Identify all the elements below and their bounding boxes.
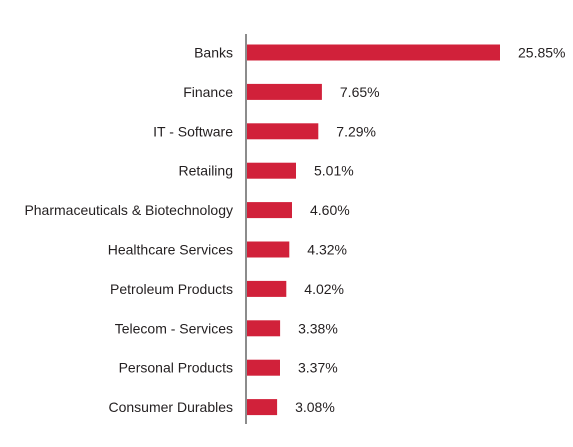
value-label-1: 7.65% [340,84,380,100]
category-label-1: Finance [183,84,233,100]
bar-0 [247,44,500,61]
category-label-7: Telecom - Services [115,320,233,336]
category-label-5: Healthcare Services [108,242,233,258]
bar-3 [247,162,296,179]
bar-7 [247,320,281,337]
category-label-0: Banks [194,45,233,61]
bar-8 [247,359,280,376]
category-label-2: IT - Software [153,123,233,139]
bar-5 [247,241,290,258]
bar-9 [247,399,278,416]
value-label-9: 3.08% [295,399,335,415]
category-label-3: Retailing [179,163,233,179]
value-label-6: 4.02% [304,281,344,297]
value-label-8: 3.37% [298,360,338,376]
category-label-4: Pharmaceuticals & Biotechnology [24,202,233,218]
category-label-9: Consumer Durables [109,399,234,415]
value-label-4: 4.60% [310,202,350,218]
value-label-7: 3.38% [298,320,338,336]
value-label-3: 5.01% [314,163,354,179]
value-label-2: 7.29% [336,123,376,139]
labels-layer: Banks 25.85% Finance 7.65% IT - Software 7.29… [24,45,565,416]
bars-layer [247,44,500,416]
value-label-5: 4.32% [307,242,347,258]
value-label-0: 25.85% [518,45,565,61]
bar-4 [247,202,292,219]
bar-6 [247,280,287,297]
bar-1 [247,83,322,100]
category-label-8: Personal Products [119,360,233,376]
category-label-6: Petroleum Products [110,281,233,297]
bar-2 [247,123,319,140]
